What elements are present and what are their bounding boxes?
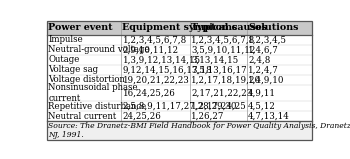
Bar — [47, 21, 312, 35]
Text: Impulse: Impulse — [48, 35, 83, 45]
Text: Outage: Outage — [48, 55, 80, 64]
Text: 1,2,3,4,5,6,7,8: 1,2,3,4,5,6,7,8 — [122, 35, 187, 45]
Text: 19,20,21,22,23: 19,20,21,22,23 — [122, 75, 189, 84]
Text: 1,2,17,18,19,20: 1,2,17,18,19,20 — [191, 75, 261, 84]
Text: 1,3,9,12,13,14,15: 1,3,9,12,13,14,15 — [122, 55, 201, 64]
Text: Source: The Dranetz-BMI Field Handbook for Power Quality Analysis, Dranetz-BMI, : Source: The Dranetz-BMI Field Handbook f… — [48, 121, 350, 139]
Text: 1,2,3,4,5: 1,2,3,4,5 — [248, 35, 287, 45]
Text: Typical causes: Typical causes — [191, 24, 267, 32]
Text: 2,9,10,11,12: 2,9,10,11,12 — [122, 45, 178, 55]
Text: 2,4,8: 2,4,8 — [248, 55, 271, 64]
Text: 2,17,21,22,23: 2,17,21,22,23 — [191, 89, 252, 98]
Bar — [47, 121, 312, 140]
Text: Equipment symptoms: Equipment symptoms — [122, 24, 238, 32]
Text: Repetitive disturbance: Repetitive disturbance — [48, 102, 147, 111]
Text: Voltage distortion: Voltage distortion — [48, 75, 125, 84]
Text: Nonsinusoidal phase
current: Nonsinusoidal phase current — [48, 83, 138, 103]
Text: Voltage sag: Voltage sag — [48, 65, 98, 74]
Text: 3,5,13,16,17: 3,5,13,16,17 — [191, 65, 247, 74]
Text: 4,9,11: 4,9,11 — [248, 89, 276, 98]
Text: 2,5,8,9,11,17,27,28,29,30: 2,5,8,9,11,17,27,28,29,30 — [122, 102, 237, 111]
Text: 1,2,4,7: 1,2,4,7 — [248, 65, 279, 74]
Text: 4,7,13,14: 4,7,13,14 — [248, 112, 290, 121]
Text: Neutral current: Neutral current — [48, 112, 117, 121]
Text: 4,5,12: 4,5,12 — [248, 102, 276, 111]
Text: 3,5,9,10,11,12: 3,5,9,10,11,12 — [191, 45, 256, 55]
Text: Power event: Power event — [48, 24, 113, 32]
Text: 1,2,3,4,5,6,7,8: 1,2,3,4,5,6,7,8 — [191, 35, 256, 45]
Text: 1,4,9,10: 1,4,9,10 — [248, 75, 285, 84]
Text: 3,13,14,15: 3,13,14,15 — [191, 55, 239, 64]
Text: 1,26,27: 1,26,27 — [191, 112, 225, 121]
Text: Neutral-ground voltage: Neutral-ground voltage — [48, 45, 150, 55]
Text: Solutions: Solutions — [248, 24, 299, 32]
Text: 1,4,6,7: 1,4,6,7 — [248, 45, 279, 55]
Text: 9,12,14,15,16,17,18: 9,12,14,15,16,17,18 — [122, 65, 212, 74]
Text: 24,25,26: 24,25,26 — [122, 112, 161, 121]
Text: 1,2,17,24,25: 1,2,17,24,25 — [191, 102, 247, 111]
Text: 16,24,25,26: 16,24,25,26 — [122, 89, 175, 98]
